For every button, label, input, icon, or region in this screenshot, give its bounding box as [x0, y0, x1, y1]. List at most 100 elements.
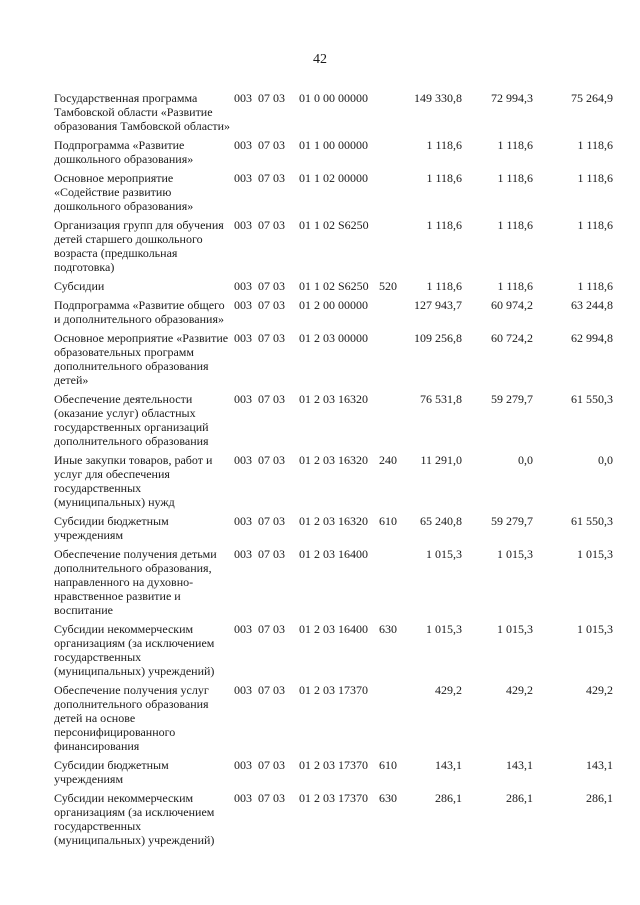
table-row: Основное мероприятие «Содействие развити…: [0, 171, 640, 218]
table-row: Обеспечение деятельности (оказание услуг…: [0, 392, 640, 453]
section-code: 07 03: [258, 514, 285, 528]
amount-year-1: 65 240,8: [420, 514, 462, 528]
row-name: Обеспечение деятельности (оказание услуг…: [54, 392, 209, 448]
amount-year-2: 59 279,7: [491, 514, 533, 528]
expense-type-code: 630: [379, 622, 397, 636]
grbs-code: 003: [234, 218, 252, 232]
target-article-code: 01 2 03 16320: [299, 453, 368, 467]
grbs-code: 003: [234, 279, 252, 293]
expense-type-code: 240: [379, 453, 397, 467]
amount-year-3: 62 994,8: [571, 331, 613, 345]
amount-year-2: 1 015,3: [497, 547, 533, 561]
section-code: 07 03: [258, 91, 285, 105]
row-name: Обеспечение получения детьми дополнитель…: [54, 547, 217, 617]
section-code: 07 03: [258, 791, 285, 805]
table-row: Подпрограмма «Развитие дошкольного образ…: [0, 138, 640, 171]
amount-year-2: 1 015,3: [497, 622, 533, 636]
row-name: Основное мероприятие «Содействие развити…: [54, 171, 194, 213]
section-code: 07 03: [258, 392, 285, 406]
table-row: Субсидии некоммерческим организациям (за…: [0, 791, 640, 852]
target-article-code: 01 1 00 00000: [299, 138, 368, 152]
amount-year-1: 1 118,6: [426, 279, 462, 293]
target-article-code: 01 2 03 16320: [299, 514, 368, 528]
section-code: 07 03: [258, 622, 285, 636]
expense-type-code: 610: [379, 514, 397, 528]
target-article-code: 01 2 03 00000: [299, 331, 368, 345]
expense-type-code: 610: [379, 758, 397, 772]
grbs-code: 003: [234, 331, 252, 345]
section-code: 07 03: [258, 453, 285, 467]
amount-year-3: 61 550,3: [571, 514, 613, 528]
grbs-code: 003: [234, 138, 252, 152]
grbs-code: 003: [234, 453, 252, 467]
amount-year-1: 429,2: [435, 683, 462, 697]
row-name: Субсидии бюджетным учреждениям: [54, 758, 169, 786]
amount-year-2: 1 118,6: [497, 171, 533, 185]
grbs-code: 003: [234, 298, 252, 312]
section-code: 07 03: [258, 279, 285, 293]
table-row: Обеспечение получения услуг дополнительн…: [0, 683, 640, 758]
target-article-code: 01 0 00 00000: [299, 91, 368, 105]
grbs-code: 003: [234, 791, 252, 805]
target-article-code: 01 2 03 17370: [299, 683, 368, 697]
amount-year-1: 127 943,7: [414, 298, 462, 312]
table-row: Организация групп для обучения детей ста…: [0, 218, 640, 279]
target-article-code: 01 1 02 00000: [299, 171, 368, 185]
grbs-code: 003: [234, 547, 252, 561]
target-article-code: 01 1 02 S6250: [299, 218, 369, 232]
row-name: Субсидии некоммерческим организациям (за…: [54, 622, 215, 678]
section-code: 07 03: [258, 218, 285, 232]
amount-year-1: 1 118,6: [426, 218, 462, 232]
amount-year-1: 1 015,3: [426, 547, 462, 561]
section-code: 07 03: [258, 331, 285, 345]
section-code: 07 03: [258, 547, 285, 561]
expense-type-code: 520: [379, 279, 397, 293]
amount-year-1: 1 015,3: [426, 622, 462, 636]
section-code: 07 03: [258, 298, 285, 312]
amount-year-3: 63 244,8: [571, 298, 613, 312]
row-name: Основное мероприятие «Развитие образоват…: [54, 331, 229, 387]
amount-year-3: 286,1: [586, 791, 613, 805]
amount-year-3: 1 118,6: [577, 279, 613, 293]
section-code: 07 03: [258, 138, 285, 152]
amount-year-3: 61 550,3: [571, 392, 613, 406]
amount-year-2: 59 279,7: [491, 392, 533, 406]
row-name: Иные закупки товаров, работ и услуг для …: [54, 453, 213, 509]
amount-year-3: 75 264,9: [571, 91, 613, 105]
table-row: Государственная программа Тамбовской обл…: [0, 91, 640, 138]
amount-year-3: 1 118,6: [577, 171, 613, 185]
amount-year-1: 76 531,8: [420, 392, 462, 406]
row-name: Субсидии бюджетным учреждениям: [54, 514, 169, 542]
grbs-code: 003: [234, 514, 252, 528]
expense-type-code: 630: [379, 791, 397, 805]
row-name: Государственная программа Тамбовской обл…: [54, 91, 231, 133]
page-number: 42: [313, 52, 327, 67]
target-article-code: 01 2 03 16400: [299, 547, 368, 561]
section-code: 07 03: [258, 171, 285, 185]
amount-year-1: 1 118,6: [426, 171, 462, 185]
table-row: Субсидии бюджетным учреждениям 003 07 03 01…: [0, 758, 640, 791]
grbs-code: 003: [234, 683, 252, 697]
amount-year-1: 149 330,8: [414, 91, 462, 105]
amount-year-2: 72 994,3: [491, 91, 533, 105]
table-row: Субсидии некоммерческим организациям (за…: [0, 622, 640, 683]
table-row: Субсидии 003 07 03 01 1 02 S6250 520 1 118,6 1…: [0, 279, 640, 298]
amount-year-2: 429,2: [506, 683, 533, 697]
target-article-code: 01 2 00 00000: [299, 298, 368, 312]
amount-year-1: 11 291,0: [420, 453, 462, 467]
table-row: Обеспечение получения детьми дополнитель…: [0, 547, 640, 622]
row-name: Организация групп для обучения детей ста…: [54, 218, 224, 274]
grbs-code: 003: [234, 392, 252, 406]
amount-year-1: 109 256,8: [414, 331, 462, 345]
table-row: Субсидии бюджетным учреждениям 003 07 03 01…: [0, 514, 640, 547]
amount-year-3: 1 015,3: [577, 622, 613, 636]
grbs-code: 003: [234, 171, 252, 185]
amount-year-1: 1 118,6: [426, 138, 462, 152]
amount-year-2: 143,1: [506, 758, 533, 772]
amount-year-1: 143,1: [435, 758, 462, 772]
amount-year-3: 143,1: [586, 758, 613, 772]
grbs-code: 003: [234, 91, 252, 105]
target-article-code: 01 2 03 17370: [299, 791, 368, 805]
row-name: Подпрограмма «Развитие дошкольного образ…: [54, 138, 194, 166]
amount-year-3: 1 015,3: [577, 547, 613, 561]
